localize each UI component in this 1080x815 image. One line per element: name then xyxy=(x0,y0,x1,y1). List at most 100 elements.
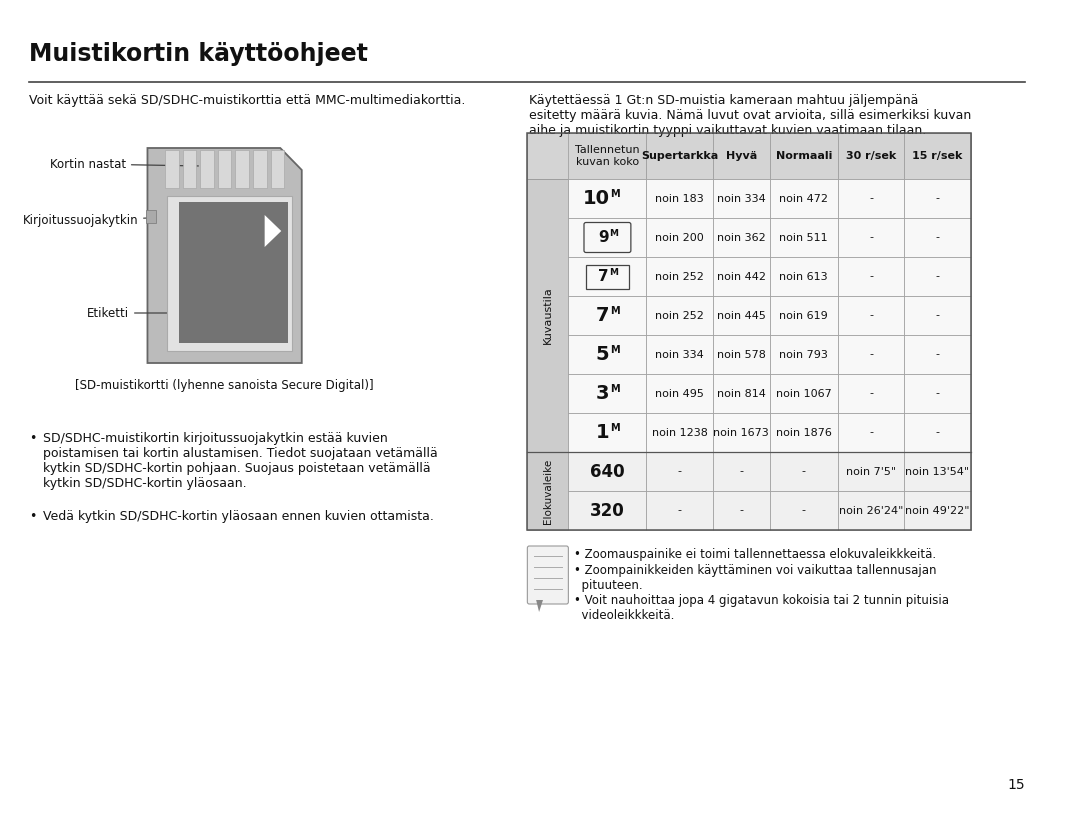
Text: M: M xyxy=(610,384,620,394)
Bar xyxy=(904,218,971,257)
Bar xyxy=(218,150,231,188)
Polygon shape xyxy=(148,148,301,363)
Bar xyxy=(713,218,770,257)
Text: -: - xyxy=(869,271,873,281)
Text: Käytettäessä 1 Gt:n SD-muistia kameraan mahtuu jäljempänä
esitetty määrä kuvia. : Käytettäessä 1 Gt:n SD-muistia kameraan … xyxy=(529,94,972,137)
Text: 640: 640 xyxy=(590,462,624,481)
Bar xyxy=(904,133,971,179)
Text: noin 619: noin 619 xyxy=(780,311,828,320)
Text: noin 495: noin 495 xyxy=(656,389,704,399)
Polygon shape xyxy=(265,215,281,247)
Text: -: - xyxy=(869,232,873,243)
Text: 30 r/sek: 30 r/sek xyxy=(846,151,896,161)
Bar xyxy=(770,179,838,218)
Text: M: M xyxy=(610,306,620,315)
Bar xyxy=(165,150,178,188)
Text: Kirjoitussuojakytkin: Kirjoitussuojakytkin xyxy=(23,214,147,227)
Text: noin 578: noin 578 xyxy=(717,350,766,359)
Bar xyxy=(838,452,904,491)
Text: 7: 7 xyxy=(596,306,609,325)
Text: Normaali: Normaali xyxy=(775,151,832,161)
Bar xyxy=(527,133,971,179)
Bar xyxy=(647,491,713,530)
Bar xyxy=(647,296,713,335)
Text: noin 445: noin 445 xyxy=(717,311,766,320)
Bar xyxy=(527,452,568,530)
Bar xyxy=(770,413,838,452)
Polygon shape xyxy=(536,600,543,612)
Text: -: - xyxy=(677,505,681,516)
Bar xyxy=(527,179,568,452)
Bar xyxy=(838,257,904,296)
Text: Hyvä: Hyvä xyxy=(726,151,757,161)
Text: noin 1673: noin 1673 xyxy=(714,428,769,438)
Text: noin 334: noin 334 xyxy=(717,193,766,204)
Bar xyxy=(167,196,292,351)
Bar xyxy=(647,218,713,257)
Text: 10: 10 xyxy=(582,189,609,208)
FancyBboxPatch shape xyxy=(527,546,568,604)
Bar xyxy=(770,257,838,296)
Text: noin 26'24": noin 26'24" xyxy=(839,505,903,516)
Text: -: - xyxy=(935,350,940,359)
Text: -: - xyxy=(677,466,681,477)
Text: Kortin nastat: Kortin nastat xyxy=(50,157,199,170)
Bar xyxy=(838,413,904,452)
Text: -: - xyxy=(935,311,940,320)
Text: M: M xyxy=(609,229,619,238)
Bar xyxy=(200,150,214,188)
Text: noin 1876: noin 1876 xyxy=(775,428,832,438)
Text: noin 13'54": noin 13'54" xyxy=(905,466,970,477)
Text: -: - xyxy=(935,271,940,281)
Bar xyxy=(713,413,770,452)
Bar xyxy=(183,150,197,188)
Text: Voit käyttää sekä SD/SDHC-muistikorttia että MMC-multimediakorttia.: Voit käyttää sekä SD/SDHC-muistikorttia … xyxy=(29,94,465,107)
Text: noin 613: noin 613 xyxy=(780,271,828,281)
Bar xyxy=(838,218,904,257)
Text: [SD-muistikortti (lyhenne sanoista Secure Digital)]: [SD-muistikortti (lyhenne sanoista Secur… xyxy=(76,379,374,392)
Text: noin 1067: noin 1067 xyxy=(775,389,832,399)
Bar xyxy=(568,133,647,179)
Bar xyxy=(770,296,838,335)
Text: noin 200: noin 200 xyxy=(656,232,704,243)
Text: -: - xyxy=(869,311,873,320)
Bar xyxy=(568,335,647,374)
Bar xyxy=(647,374,713,413)
Bar xyxy=(235,150,249,188)
Text: M: M xyxy=(610,345,620,355)
Text: Kuvaustila: Kuvaustila xyxy=(543,287,553,345)
Text: Supertarkka: Supertarkka xyxy=(642,151,718,161)
Bar xyxy=(904,257,971,296)
Text: Elokuvaleike: Elokuvaleike xyxy=(543,458,553,523)
Bar xyxy=(647,257,713,296)
Bar xyxy=(713,257,770,296)
Text: 15 r/sek: 15 r/sek xyxy=(913,151,962,161)
Text: -: - xyxy=(935,428,940,438)
Bar xyxy=(568,257,647,296)
Text: Muistikortin käyttöohjeet: Muistikortin käyttöohjeet xyxy=(29,42,368,66)
Bar xyxy=(713,491,770,530)
Text: noin 252: noin 252 xyxy=(656,271,704,281)
Bar xyxy=(568,179,647,218)
Text: noin 49'22": noin 49'22" xyxy=(905,505,970,516)
Bar xyxy=(713,179,770,218)
Bar xyxy=(713,133,770,179)
Bar xyxy=(904,452,971,491)
Text: noin 334: noin 334 xyxy=(656,350,704,359)
Text: -: - xyxy=(801,466,806,477)
Text: M: M xyxy=(609,268,619,277)
Text: • Voit nauhoittaa jopa 4 gigatavun kokoisia tai 2 tunnin pituisia
  videoleikkke: • Voit nauhoittaa jopa 4 gigatavun kokoi… xyxy=(575,594,949,622)
Text: 3: 3 xyxy=(596,384,609,403)
Text: -: - xyxy=(869,428,873,438)
Text: -: - xyxy=(935,232,940,243)
Text: noin 183: noin 183 xyxy=(656,193,704,204)
Bar xyxy=(838,133,904,179)
Bar xyxy=(838,296,904,335)
Bar xyxy=(838,491,904,530)
Text: 5: 5 xyxy=(596,345,609,364)
Text: noin 814: noin 814 xyxy=(717,389,766,399)
Bar xyxy=(770,374,838,413)
Bar xyxy=(770,335,838,374)
Bar xyxy=(713,335,770,374)
Text: -: - xyxy=(935,193,940,204)
